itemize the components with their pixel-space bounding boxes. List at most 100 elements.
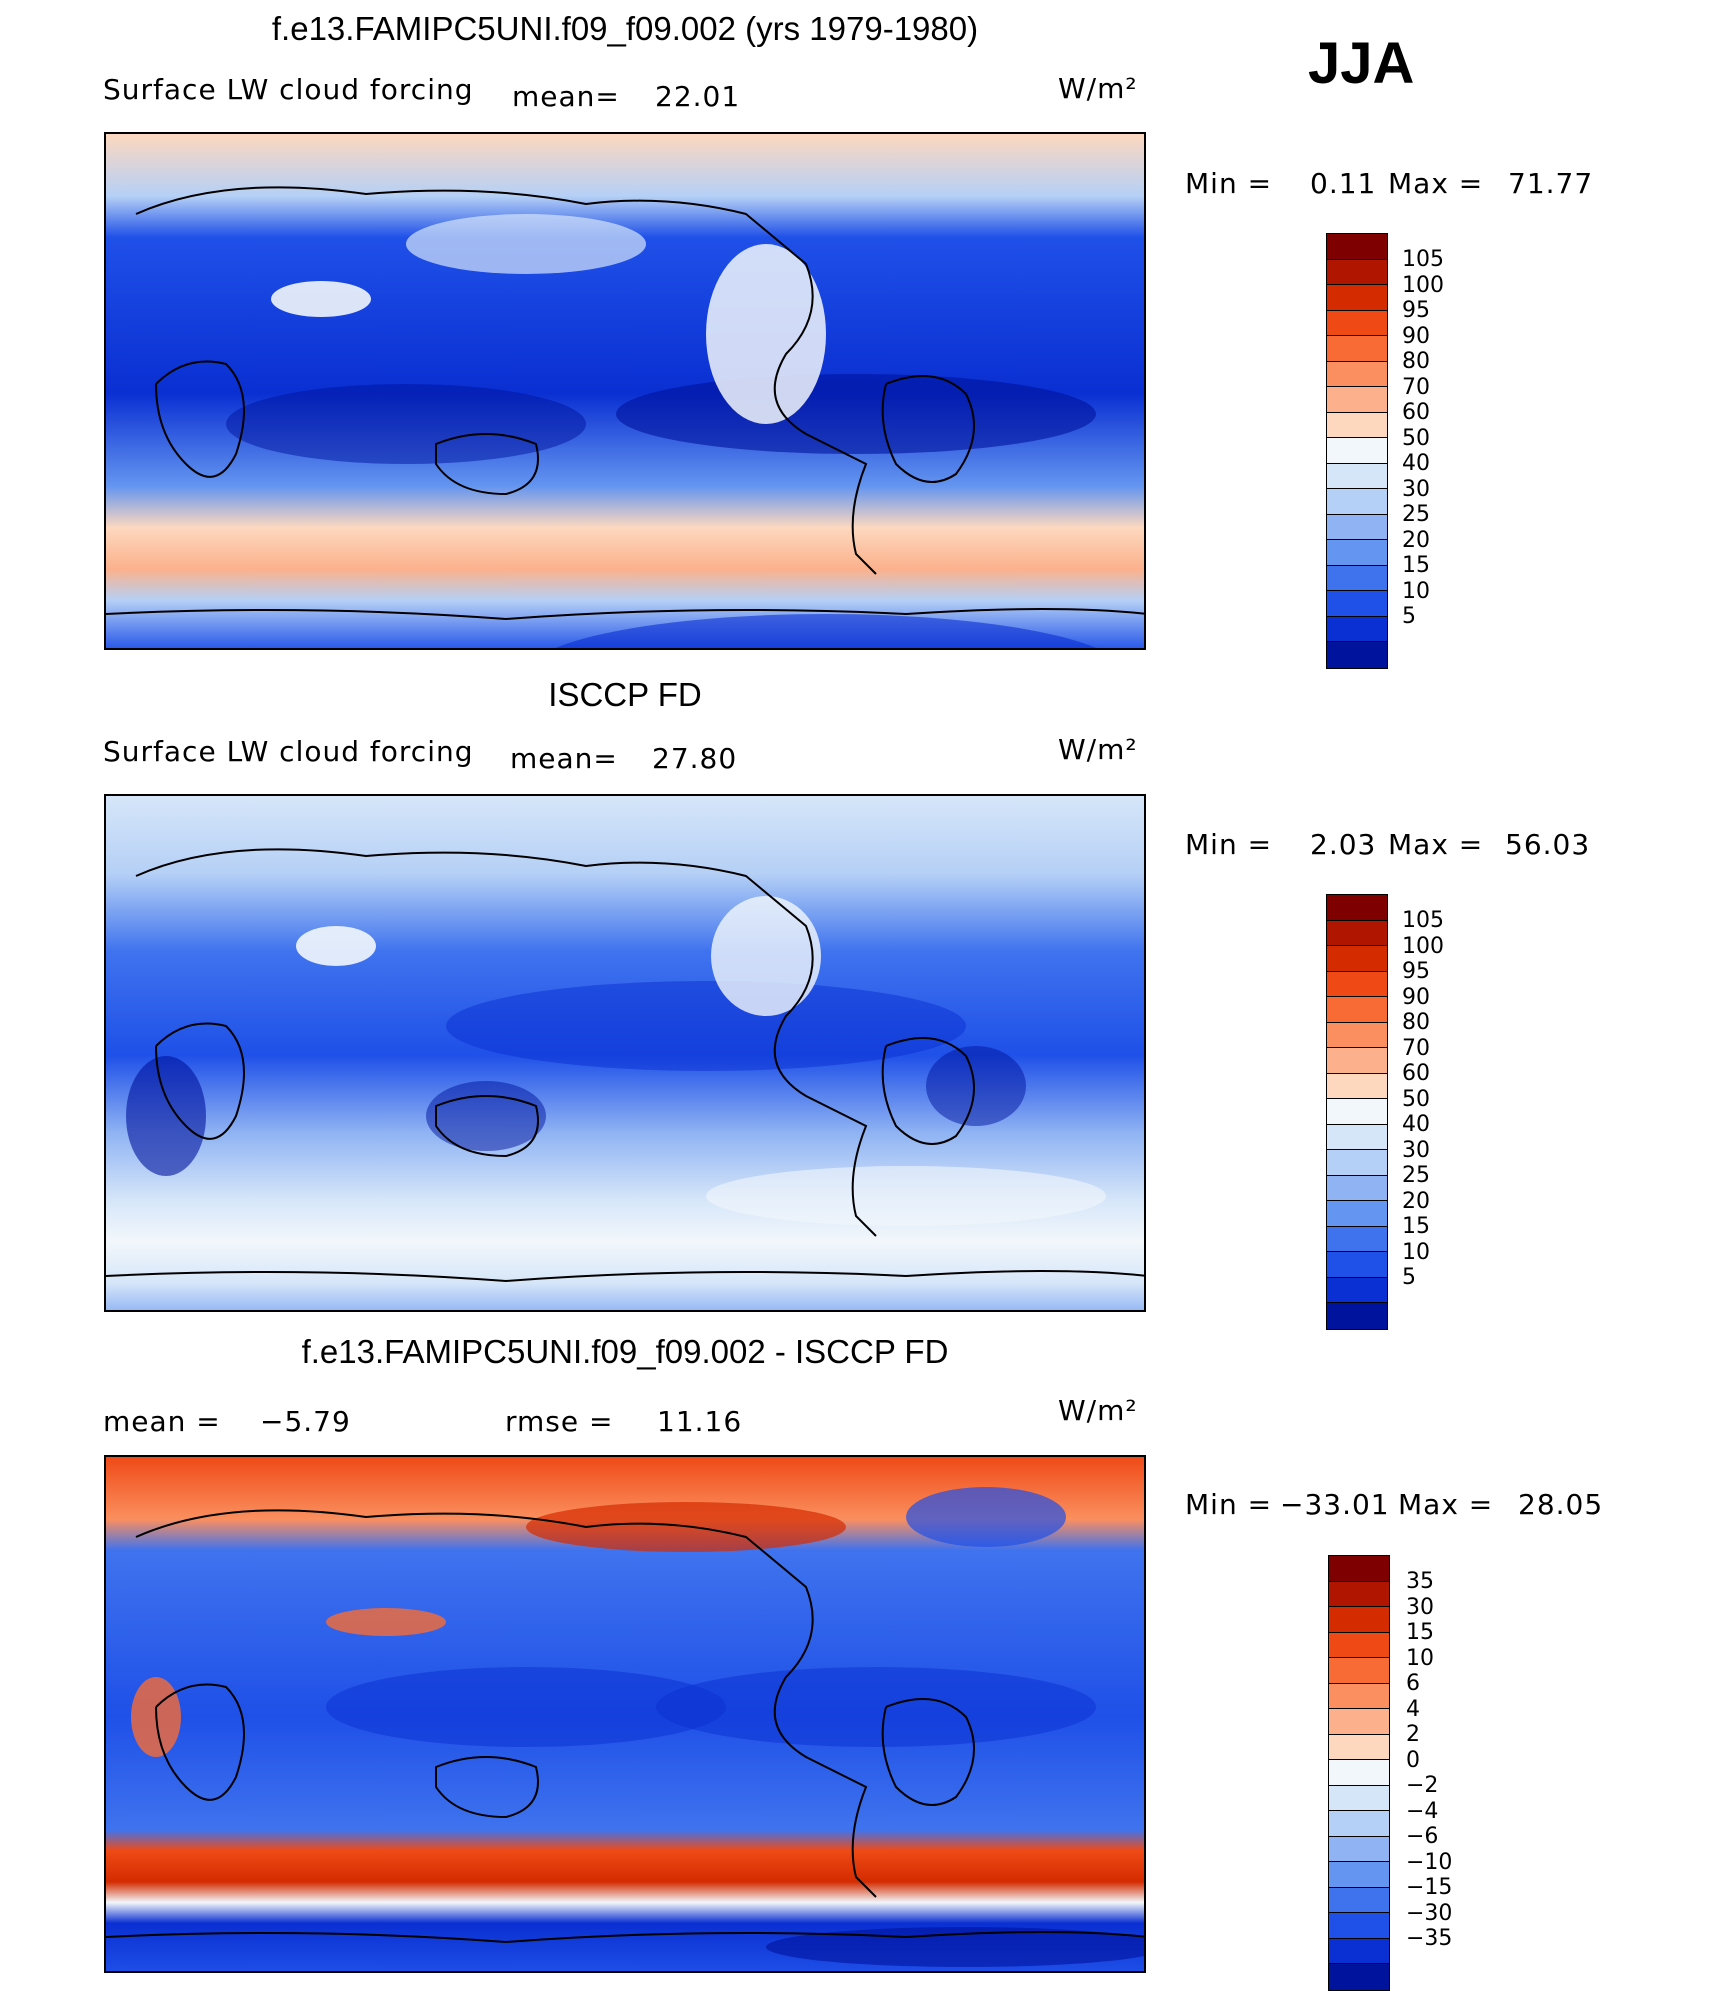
colorbar-tick-label: 5 [1402,1265,1416,1290]
panel1-contour-field [106,134,1144,648]
colorbar-tick-label: 80 [1402,349,1430,374]
colorbar-segment [1327,1226,1387,1252]
colorbar-tick-label: 20 [1402,1188,1430,1214]
colorbar-tick-label: 70 [1402,1035,1430,1061]
colorbar-tick-label: 20 [1402,527,1430,553]
colorbar-tick-label: 95 [1402,298,1430,323]
colorbar-segment [1329,1581,1389,1607]
colorbar-tick-label: 40 [1402,451,1430,476]
colorbar-tick-label: 25 [1402,1163,1430,1188]
colorbar-tick-label: 0 [1406,1747,1420,1773]
panel3-map [104,1455,1146,1973]
colorbar-segment [1329,1556,1389,1582]
panel2-title: ISCCP FD [548,676,702,713]
colorbar-tick-label: 30 [1406,1594,1434,1620]
panel2-colorbar-ticks: 105 100 95 90 80 70 60 50 40 30 25 20 15 10 5 [1402,908,1444,1291]
colorbar-tick-label: 30 [1402,476,1430,502]
colorbar-segment [1327,514,1387,540]
colorbar-tick-label: −4 [1406,1798,1439,1824]
colorbar-segment [1327,1175,1387,1201]
colorbar-segment [1329,1734,1389,1760]
panel1-colorbar-ticks: 105 100 95 90 80 70 60 50 40 30 25 20 15 10 5 [1402,247,1444,630]
colorbar-tick-label: 15 [1402,1214,1430,1239]
colorbar-tick-label: 15 [1406,1620,1434,1645]
colorbar-segment [1327,971,1387,997]
colorbar-segment [1327,1252,1387,1278]
panel2-max-label: Max = [1388,828,1484,861]
colorbar-segment [1327,997,1387,1023]
colorbar-tick-label: 60 [1402,1061,1430,1086]
panel3-mean-label: mean = [103,1405,221,1438]
colorbar-tick-label: 50 [1402,1086,1430,1112]
colorbar-tick-label: −10 [1406,1849,1453,1875]
colorbar-segment [1327,1099,1387,1125]
colorbar-segment [1329,1964,1389,1990]
colorbar-tick-label: 95 [1402,959,1430,984]
colorbar-segment [1329,1887,1389,1913]
colorbar-tick-label: 100 [1402,272,1444,298]
colorbar-tick-label: 10 [1402,578,1430,604]
colorbar-segment [1327,489,1387,515]
colorbar-segment [1327,1150,1387,1176]
colorbar-segment [1329,1785,1389,1811]
colorbar-tick-label: −35 [1406,1926,1453,1951]
panel1-min-value: 0.11 [1310,167,1377,200]
colorbar-tick-label: 70 [1402,374,1430,400]
colorbar-segment [1329,1709,1389,1735]
panel3-max-value: 28.05 [1518,1488,1604,1521]
colorbar-segment [1327,540,1387,566]
colorbar-tick-label: 90 [1402,323,1430,349]
colorbar-segment [1329,1607,1389,1633]
panel2-mean-value: 27.80 [652,742,738,775]
colorbar-segment [1327,361,1387,387]
colorbar-tick-label: 15 [1402,553,1430,578]
panel1-mean-value: 22.01 [655,80,741,113]
season-label: JJA [1308,31,1415,96]
panel3-rmse-value: 11.16 [657,1405,743,1438]
panel2-colorbar [1326,894,1388,1330]
colorbar-segment [1327,920,1387,946]
panel1-map [104,132,1146,650]
panel2-variable: Surface LW cloud forcing [103,735,474,768]
panel3-colorbar [1328,1555,1390,1991]
colorbar-tick-label: 2 [1406,1722,1420,1747]
panel3-units: W/m² [1058,1394,1138,1427]
panel2-max-value: 56.03 [1505,828,1591,861]
colorbar-tick-label: 105 [1402,908,1444,933]
panel1-title: f.e13.FAMIPC5UNI.f09_f09.002 (yrs 1979-1… [271,10,979,47]
colorbar-tick-label: 4 [1406,1696,1420,1722]
colorbar-segment [1327,412,1387,438]
colorbar-segment [1327,565,1387,591]
panel2-units: W/m² [1058,733,1138,766]
colorbar-tick-label: 40 [1402,1112,1430,1137]
colorbar-tick-label: 10 [1406,1645,1434,1671]
colorbar-segment [1329,1811,1389,1837]
colorbar-segment [1327,616,1387,642]
colorbar-tick-label: −15 [1406,1875,1453,1900]
colorbar-segment [1327,895,1387,921]
colorbar-segment [1329,1862,1389,1888]
colorbar-segment [1327,1048,1387,1074]
colorbar-segment [1327,310,1387,336]
panel3-colorbar-ticks: 35 30 15 10 6 4 2 0 −2 −4 −6 −10 −15 −30 −35 [1406,1569,1452,1952]
colorbar-tick-label: 6 [1406,1671,1420,1696]
panel2-contour-field [106,796,1144,1310]
panel2-min-value: 2.03 [1310,828,1377,861]
colorbar-tick-label: 30 [1402,1137,1430,1163]
panel1-variable: Surface LW cloud forcing [103,73,474,106]
colorbar-tick-label: 5 [1402,604,1416,629]
colorbar-tick-label: 10 [1402,1239,1430,1265]
colorbar-segment [1327,1303,1387,1329]
panel1-units: W/m² [1058,72,1138,105]
colorbar-segment [1327,336,1387,362]
colorbar-segment [1329,1760,1389,1786]
panel1-max-label: Max = [1388,167,1484,200]
colorbar-segment [1327,1022,1387,1048]
panel1-mean-label: mean= [512,80,620,113]
colorbar-segment [1327,1124,1387,1150]
colorbar-segment [1327,259,1387,285]
colorbar-tick-label: 35 [1406,1569,1434,1594]
panel2-mean-label: mean= [510,742,618,775]
colorbar-segment [1327,642,1387,668]
colorbar-tick-label: 80 [1402,1010,1430,1035]
